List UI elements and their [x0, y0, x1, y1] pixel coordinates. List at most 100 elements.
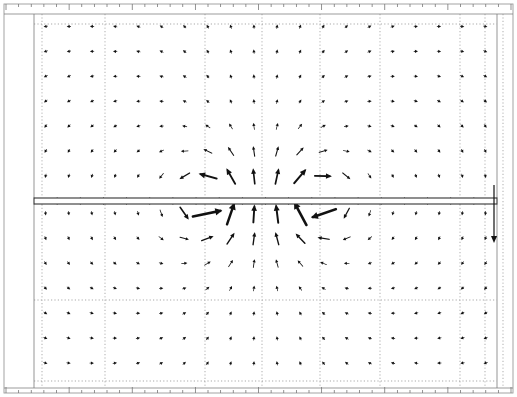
field-arrow-8	[229, 24, 233, 29]
field-arrow-58	[460, 74, 465, 78]
arrow-head	[182, 361, 186, 365]
arrow-head	[414, 25, 418, 29]
arrow-head	[275, 285, 279, 289]
arrow-head	[298, 24, 302, 28]
field-arrow-121	[67, 173, 71, 178]
arrow-head	[205, 361, 209, 365]
field-arrow-199	[484, 261, 488, 265]
arrow-head	[252, 336, 256, 340]
field-arrow-142	[90, 211, 94, 216]
field-arrow-231	[299, 311, 303, 316]
field-arrow-175	[391, 236, 395, 240]
field-arrow-65	[159, 99, 164, 103]
field-arrow-188	[228, 260, 233, 268]
arrow-head	[414, 212, 418, 216]
field-arrow-215	[390, 286, 396, 290]
field-arrow-253	[344, 337, 349, 340]
arrow-head	[90, 361, 94, 365]
arrow-head	[321, 311, 326, 316]
arrow-head	[414, 99, 418, 103]
field-arrow-131	[293, 169, 307, 185]
arrow-head	[414, 236, 418, 241]
arrow-head	[368, 175, 372, 179]
arrow-head	[43, 74, 48, 78]
arrow-head	[113, 286, 117, 290]
field-arrow-167	[201, 235, 214, 242]
field-arrow-50	[275, 74, 279, 79]
arrow-head	[344, 337, 349, 340]
arrow-head	[90, 236, 93, 241]
field-arrow-4	[136, 25, 141, 29]
arrow-head	[214, 208, 223, 216]
field-arrow-67	[206, 99, 210, 104]
arrow-head	[183, 214, 189, 220]
arrow-head	[321, 100, 325, 104]
arrow-head	[275, 74, 279, 78]
field-arrow-100	[44, 149, 48, 153]
arrow-head	[113, 74, 117, 78]
field-arrow-10	[275, 24, 279, 29]
arrow-head	[66, 261, 70, 265]
field-arrow-115	[390, 149, 395, 153]
field-arrow-128	[226, 168, 237, 185]
arrow-head	[391, 25, 395, 29]
field-arrow-251	[299, 336, 303, 341]
arrow-head	[437, 336, 441, 340]
field-arrow-108	[227, 146, 235, 156]
arrow-head	[182, 100, 186, 104]
field-arrow-32	[321, 49, 325, 54]
field-arrow-270	[275, 361, 279, 366]
field-arrow-255	[390, 336, 396, 340]
arrow-head	[113, 236, 117, 241]
arrow-head	[275, 146, 280, 151]
field-arrow-162	[90, 236, 93, 241]
arrow-head	[160, 311, 164, 315]
field-arrow-190	[275, 259, 279, 268]
field-arrow-6	[183, 25, 187, 29]
arrow-head	[460, 49, 465, 53]
arrow-head	[183, 25, 187, 29]
field-arrow-126	[179, 172, 191, 180]
field-arrow-203	[112, 286, 117, 290]
field-arrow-13	[344, 25, 348, 29]
arrow-head	[44, 174, 48, 178]
arrow-head	[67, 99, 71, 103]
field-arrow-193	[343, 261, 350, 265]
arrow-head	[345, 124, 349, 128]
arrow-head	[322, 336, 326, 340]
arrow-head	[275, 361, 279, 365]
field-arrow-135	[390, 173, 394, 178]
arrow-head	[43, 236, 47, 241]
arrow-head	[113, 149, 117, 153]
field-arrow-187	[204, 261, 211, 266]
field-arrow-222	[89, 311, 94, 315]
arrow-head	[184, 261, 188, 265]
field-arrow-66	[182, 100, 187, 104]
field-arrow-116	[414, 149, 418, 153]
arrow-head	[437, 311, 441, 315]
arrow-head	[483, 149, 487, 153]
field-arrow-43	[113, 74, 118, 78]
field-arrow-83	[113, 124, 118, 128]
field-arrow-114	[367, 149, 372, 153]
field-arrow-195	[391, 261, 395, 265]
field-arrow-74	[367, 99, 372, 103]
field-arrow-263	[112, 361, 117, 365]
field-arrow-220	[43, 311, 48, 315]
arrow-head	[206, 286, 210, 290]
field-arrow-269	[252, 361, 256, 366]
field-arrow-196	[414, 261, 418, 265]
field-arrow-180	[43, 261, 47, 265]
field-arrow-62	[90, 99, 95, 103]
arrow-head	[460, 286, 465, 290]
field-arrow-94	[367, 124, 372, 128]
arrow-head	[113, 49, 117, 54]
arrow-head	[136, 50, 140, 54]
field-arrow-49	[252, 74, 256, 79]
field-arrow-176	[414, 236, 418, 241]
arrow-head	[90, 149, 94, 153]
field-arrow-214	[367, 286, 373, 290]
field-arrow-194	[367, 261, 372, 265]
field-arrow-53	[344, 75, 349, 79]
field-arrow-112	[318, 149, 328, 153]
